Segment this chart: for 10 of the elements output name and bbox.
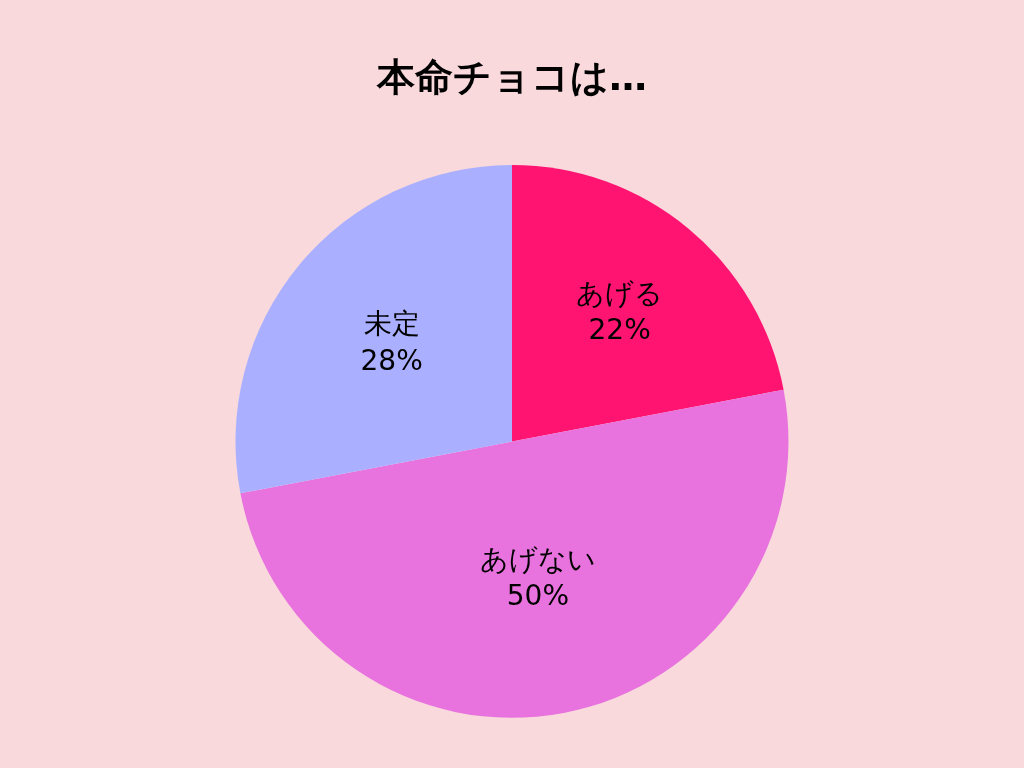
pie-slice [512,165,784,442]
slice-label: あげない [479,542,596,576]
data-label: 28% [360,343,423,377]
slice-label: あげる [576,276,664,310]
slice-label: 未定 [363,307,420,341]
data-label: 22% [588,313,651,347]
pie-slice [236,165,512,494]
chart-title: 本命チョコは… [376,55,647,100]
pie-slice [240,389,788,718]
data-label: 50% [506,579,570,612]
